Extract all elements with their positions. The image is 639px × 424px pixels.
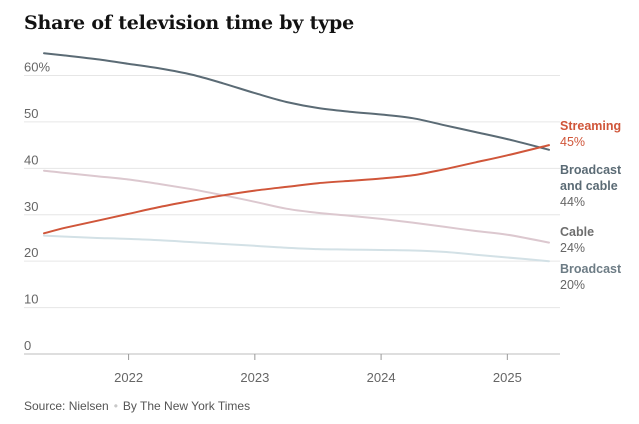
y-axis: 0 10 20 30 40 50 60% xyxy=(24,60,50,354)
x-tick-label: 2023 xyxy=(240,370,269,385)
y-tick-label: 60% xyxy=(24,60,50,75)
y-tick-label: 10 xyxy=(24,292,38,307)
separator-dot: • xyxy=(113,399,118,413)
series-line-broadcast xyxy=(43,234,550,263)
series-label-cable: Cable 24% xyxy=(560,225,594,255)
series-line-streaming xyxy=(43,144,550,235)
y-tick-label: 50 xyxy=(24,106,38,121)
y-tick-label: 20 xyxy=(24,245,38,260)
chart-title: Share of television time by type xyxy=(24,12,354,34)
series-line-cable xyxy=(43,169,550,244)
series-name: Broadcast xyxy=(560,163,622,177)
series-labels: Broadcast and cable 44% Streaming 45% Cable 24… xyxy=(560,119,622,292)
credit-text: By The New York Times xyxy=(122,399,251,413)
series-value-label: 20% xyxy=(560,278,585,292)
series-line-broadcast-and-cable xyxy=(43,52,550,151)
series-label-streaming: Streaming 45% xyxy=(560,119,621,149)
x-axis: 2022 2023 2024 2025 xyxy=(114,354,522,385)
series-value-label: 24% xyxy=(560,241,585,255)
line-chart: 2022 2023 2024 2025 0 10 20 30 40 50 60% Broadcas… xyxy=(24,52,622,385)
series-value-label: 44% xyxy=(560,195,585,209)
gridlines xyxy=(24,75,560,355)
series-value-label: 45% xyxy=(560,135,585,149)
y-tick-label: 30 xyxy=(24,199,38,214)
series-name: and cable xyxy=(560,179,618,193)
series-name: Streaming xyxy=(560,119,621,133)
x-tick-label: 2022 xyxy=(114,370,143,385)
series-name: Cable xyxy=(560,225,594,239)
series-lines xyxy=(43,52,550,263)
source-text: Source: Nielsen xyxy=(24,399,109,413)
x-tick-label: 2024 xyxy=(367,370,396,385)
y-tick-label: 0 xyxy=(24,338,31,353)
series-label-broadcast: Broadcast 20% xyxy=(560,262,622,292)
y-tick-label: 40 xyxy=(24,152,38,167)
x-tick-label: 2025 xyxy=(493,370,522,385)
series-label-broadcast-and-cable: Broadcast and cable 44% xyxy=(560,163,622,209)
series-name: Broadcast xyxy=(560,262,622,276)
source-line: Source: Nielsen • By The New York Times xyxy=(24,399,250,413)
